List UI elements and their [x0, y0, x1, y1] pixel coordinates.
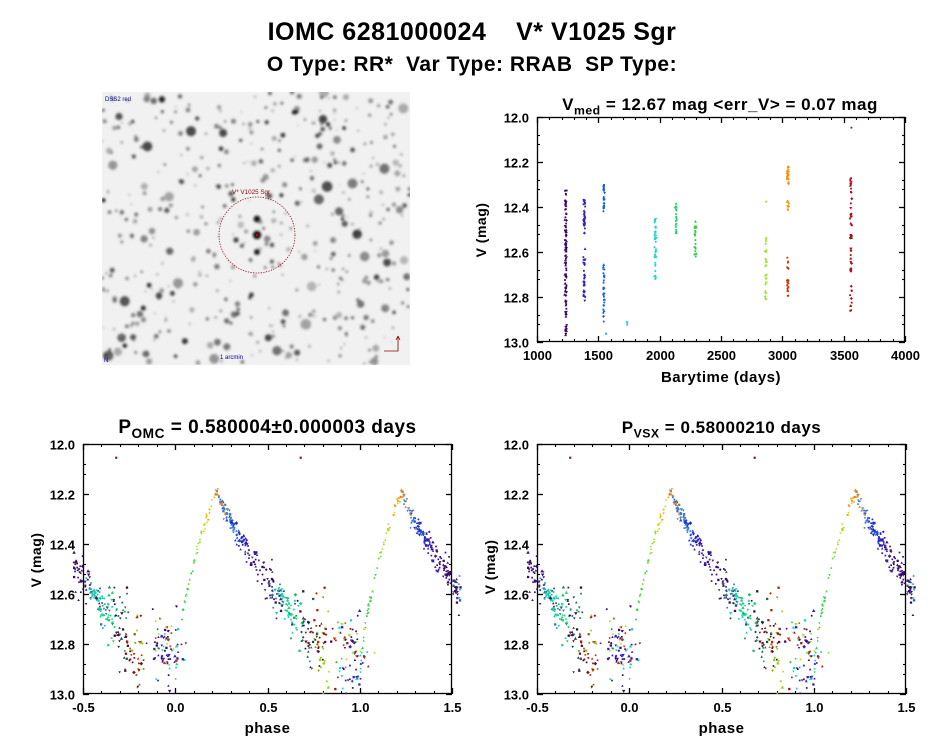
- svg-text:3500: 3500: [830, 348, 859, 363]
- svg-text:12.8: 12.8: [50, 638, 75, 653]
- svg-text:1.0: 1.0: [351, 700, 369, 715]
- svg-text:12.6: 12.6: [50, 588, 75, 603]
- svg-text:12.2: 12.2: [50, 488, 75, 503]
- svg-text:12.0: 12.0: [504, 111, 529, 126]
- svg-text:13.0: 13.0: [504, 336, 529, 351]
- svg-text:12.8: 12.8: [504, 291, 529, 306]
- svg-text:12.2: 12.2: [504, 156, 529, 171]
- svg-text:DSS2 red: DSS2 red: [105, 97, 131, 103]
- svg-text:V* V1025 Sgr: V* V1025 Sgr: [232, 189, 270, 196]
- svg-text:4000: 4000: [891, 348, 920, 363]
- svg-text:12.6: 12.6: [504, 588, 529, 603]
- svg-text:13.0: 13.0: [50, 688, 75, 703]
- svg-text:1.5: 1.5: [897, 700, 915, 715]
- svg-text:12.4: 12.4: [50, 538, 76, 553]
- svg-text:12.6: 12.6: [504, 246, 529, 261]
- svg-text:12.2: 12.2: [504, 488, 529, 503]
- svg-text:12.0: 12.0: [504, 438, 529, 453]
- svg-text:1.5: 1.5: [443, 700, 461, 715]
- svg-text:2000: 2000: [646, 348, 675, 363]
- svg-text:13.0: 13.0: [504, 688, 529, 703]
- svg-text:1500: 1500: [584, 348, 613, 363]
- svg-text:-0.5: -0.5: [526, 700, 548, 715]
- svg-text:0.5: 0.5: [713, 700, 731, 715]
- svg-text:1.0: 1.0: [805, 700, 823, 715]
- svg-text:0.0: 0.0: [166, 700, 184, 715]
- svg-text:3000: 3000: [768, 348, 797, 363]
- svg-text:12.0: 12.0: [50, 438, 75, 453]
- svg-text:2500: 2500: [707, 348, 736, 363]
- svg-text:12.4: 12.4: [504, 201, 530, 216]
- svg-text:-0.5: -0.5: [72, 700, 94, 715]
- svg-text:1 arcmin: 1 arcmin: [220, 355, 243, 361]
- svg-text:0.5: 0.5: [259, 700, 277, 715]
- svg-text:0.0: 0.0: [620, 700, 638, 715]
- svg-text:N: N: [104, 358, 108, 364]
- svg-text:12.4: 12.4: [504, 538, 530, 553]
- svg-text:12.8: 12.8: [504, 638, 529, 653]
